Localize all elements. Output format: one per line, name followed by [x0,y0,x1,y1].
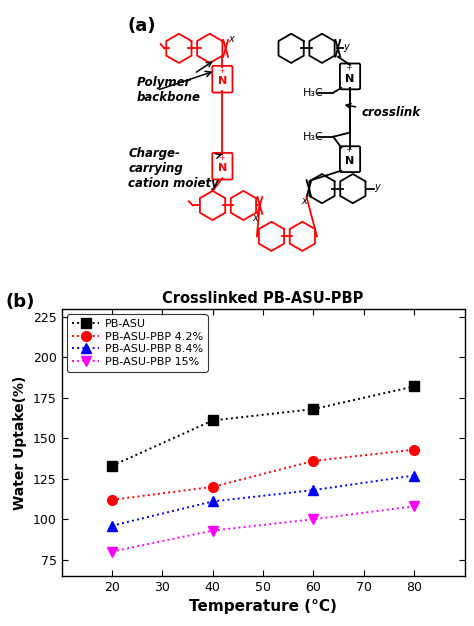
Text: ⁺: ⁺ [346,64,352,77]
Text: (a): (a) [127,18,155,36]
Line: PB-ASU-PBP 8.4%: PB-ASU-PBP 8.4% [107,471,419,531]
Text: x: x [228,34,234,44]
PB-ASU-PBP 8.4% [411,472,417,480]
PB-ASU [109,462,115,470]
PB-ASU-PBP 8.4% [109,522,115,530]
Text: Charge-
carrying
cation moiety: Charge- carrying cation moiety [128,148,222,190]
Text: N: N [346,156,355,167]
Title: Crosslinked PB-ASU-PBP: Crosslinked PB-ASU-PBP [163,291,364,306]
Text: y: y [374,182,380,192]
Text: ⁺: ⁺ [218,66,224,80]
Text: H₃C: H₃C [303,88,324,98]
Line: PB-ASU-PBP 4.2%: PB-ASU-PBP 4.2% [107,444,419,505]
PB-ASU-PBP 15% [109,548,115,555]
PB-ASU-PBP 15% [411,503,417,510]
PB-ASU [210,417,216,424]
PB-ASU-PBP 15% [210,527,216,535]
Text: N: N [218,163,227,173]
Text: Polymer
backbone: Polymer backbone [137,62,211,105]
PB-ASU [411,382,417,390]
PB-ASU-PBP 8.4% [210,498,216,505]
X-axis label: Temperature (°C): Temperature (°C) [189,599,337,614]
Text: ⁺: ⁺ [218,153,224,167]
Y-axis label: Water Uptake(%): Water Uptake(%) [13,375,27,510]
PB-ASU [310,406,316,413]
Line: PB-ASU-PBP 15%: PB-ASU-PBP 15% [107,501,419,557]
PB-ASU-PBP 4.2% [109,496,115,503]
Line: PB-ASU: PB-ASU [107,382,419,471]
Text: (b): (b) [5,293,35,310]
Text: x: x [252,213,258,223]
PB-ASU-PBP 4.2% [210,483,216,491]
PB-ASU-PBP 4.2% [411,446,417,453]
PB-ASU-PBP 4.2% [310,457,316,464]
Legend: PB-ASU, PB-ASU-PBP 4.2%, PB-ASU-PBP 8.4%, PB-ASU-PBP 15%: PB-ASU, PB-ASU-PBP 4.2%, PB-ASU-PBP 8.4%… [67,314,208,371]
PB-ASU-PBP 15% [310,515,316,523]
Text: crosslink: crosslink [346,104,420,120]
Text: N: N [346,74,355,84]
Text: N: N [218,76,227,86]
Text: x: x [301,196,307,206]
Text: y: y [343,42,349,52]
Text: ⁺: ⁺ [346,146,352,160]
Text: H₃C: H₃C [303,131,324,141]
PB-ASU-PBP 8.4% [310,486,316,494]
